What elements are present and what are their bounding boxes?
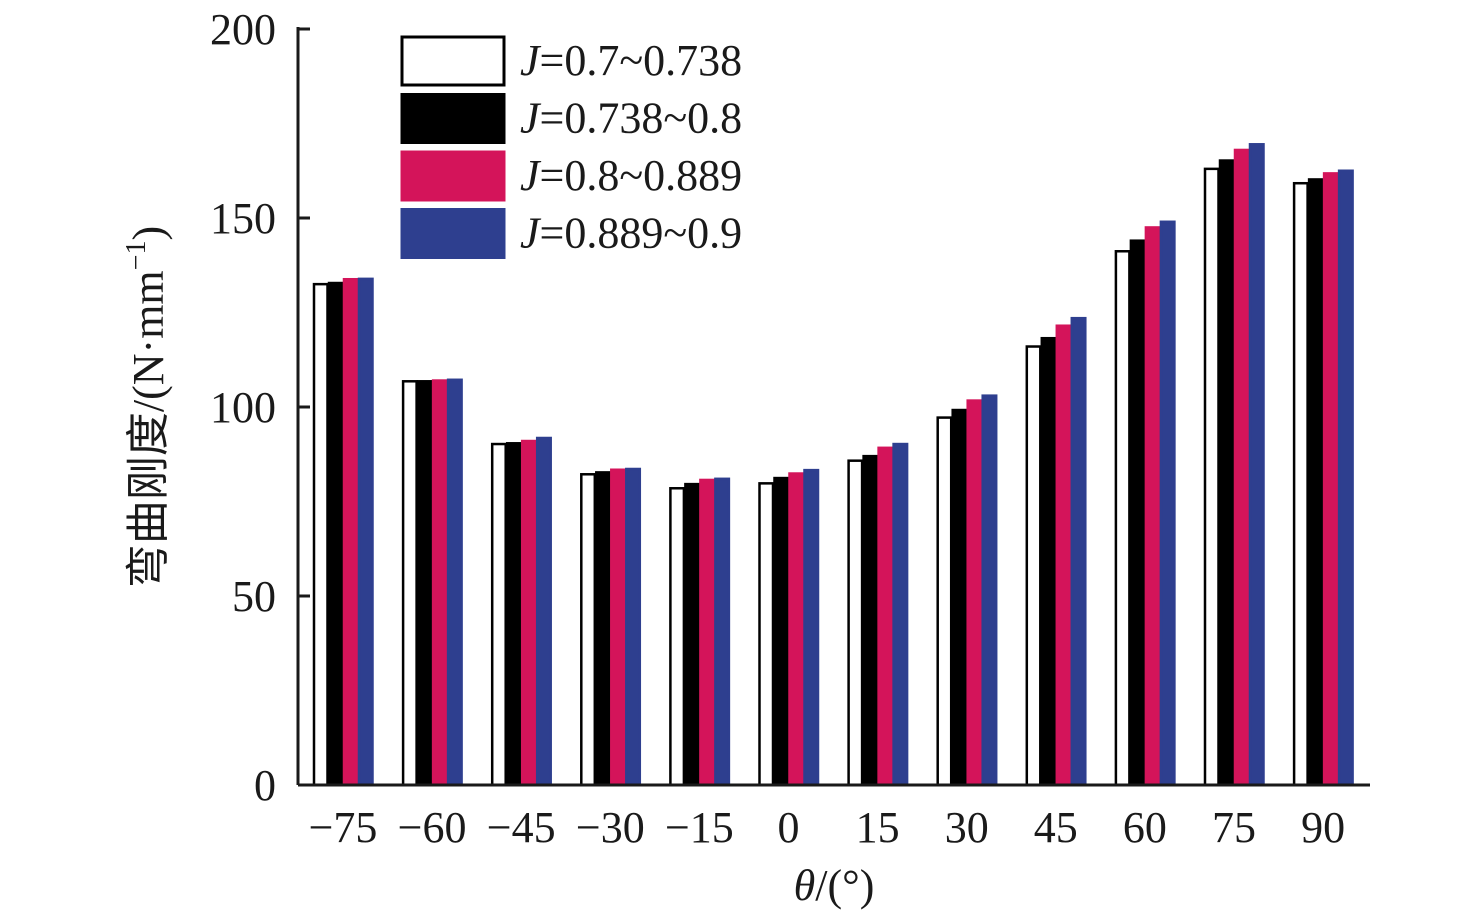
bar — [1129, 239, 1146, 787]
x-tick-label: 90 — [1301, 803, 1345, 852]
bar — [1307, 178, 1324, 787]
bar — [1055, 324, 1072, 787]
x-tick-label: −15 — [665, 803, 734, 852]
bar — [610, 468, 627, 787]
bar — [1218, 159, 1235, 787]
x-tick-label: −75 — [309, 803, 378, 852]
bar — [342, 277, 359, 787]
x-tick-label: 0 — [778, 803, 800, 852]
bar — [803, 468, 820, 787]
x-tick-label: 60 — [1123, 803, 1167, 852]
legend-swatch — [400, 35, 506, 87]
bar — [892, 442, 909, 787]
bar — [625, 467, 642, 787]
bar — [1233, 148, 1250, 787]
x-axis-title: θ/(°) — [794, 861, 875, 910]
bar — [951, 408, 968, 787]
axis-titles: θ/(°) 弯曲刚度/(N·mm−1) — [121, 226, 874, 910]
bar — [535, 436, 552, 787]
bar — [1025, 345, 1042, 787]
legend: J=0.7~0.738 J=0.738~0.8 J=0.8~0.889 J=0.889… — [400, 35, 742, 259]
bar — [669, 487, 686, 787]
bar — [1040, 336, 1057, 787]
y-tick-label: 50 — [232, 572, 276, 621]
bar — [877, 446, 894, 787]
bar — [1292, 181, 1309, 787]
bar — [773, 476, 790, 787]
bar — [1203, 167, 1220, 787]
bar — [1114, 250, 1131, 787]
bar — [327, 281, 344, 787]
legend-swatch — [400, 208, 506, 259]
y-tick-label: 0 — [254, 761, 276, 810]
y-axis-title: 弯曲刚度/(N·mm−1) — [121, 226, 173, 588]
x-tick-label: −45 — [487, 803, 556, 852]
x-tick-label: 30 — [945, 803, 989, 852]
bar — [847, 459, 864, 787]
bar — [966, 399, 983, 787]
bar — [936, 416, 953, 787]
bar — [1322, 172, 1339, 787]
bar — [758, 482, 775, 787]
bar — [595, 471, 612, 787]
bar — [1337, 169, 1354, 787]
bar — [401, 380, 418, 787]
bar — [431, 379, 448, 787]
x-tick-label: −60 — [398, 803, 467, 852]
bar — [505, 442, 522, 787]
legend-swatch — [400, 93, 506, 144]
legend-label: J=0.8~0.889 — [520, 151, 742, 200]
bar — [1159, 220, 1176, 787]
legend-label: J=0.889~0.9 — [520, 209, 742, 258]
legend-label: J=0.7~0.738 — [520, 36, 742, 85]
x-tick-label: 75 — [1212, 803, 1256, 852]
bar — [788, 472, 805, 787]
bar — [490, 442, 507, 787]
bar — [580, 473, 597, 787]
y-tick-label: 100 — [210, 383, 276, 432]
bar — [684, 482, 701, 787]
bar — [446, 378, 463, 787]
axes-layer: 0 50 100 150 200 −75 −60 −45 −30 −15 0 15 30 45 60 75 90 — [210, 5, 1370, 852]
bar — [862, 454, 879, 787]
x-tick-label: 15 — [856, 803, 900, 852]
bar — [699, 478, 716, 787]
bar — [520, 439, 537, 787]
bar — [312, 282, 329, 787]
bar — [357, 277, 374, 787]
bar — [714, 477, 731, 787]
bar — [416, 380, 433, 787]
bar — [1144, 226, 1161, 787]
x-tick-label: 45 — [1034, 803, 1078, 852]
bar — [1248, 143, 1265, 787]
x-tick-label: −30 — [576, 803, 645, 852]
y-tick-label: 200 — [210, 5, 276, 54]
y-tick-label: 150 — [210, 194, 276, 243]
legend-swatch — [400, 150, 506, 202]
bar — [981, 394, 998, 787]
bar — [1070, 316, 1087, 787]
legend-label: J=0.738~0.8 — [520, 94, 742, 143]
